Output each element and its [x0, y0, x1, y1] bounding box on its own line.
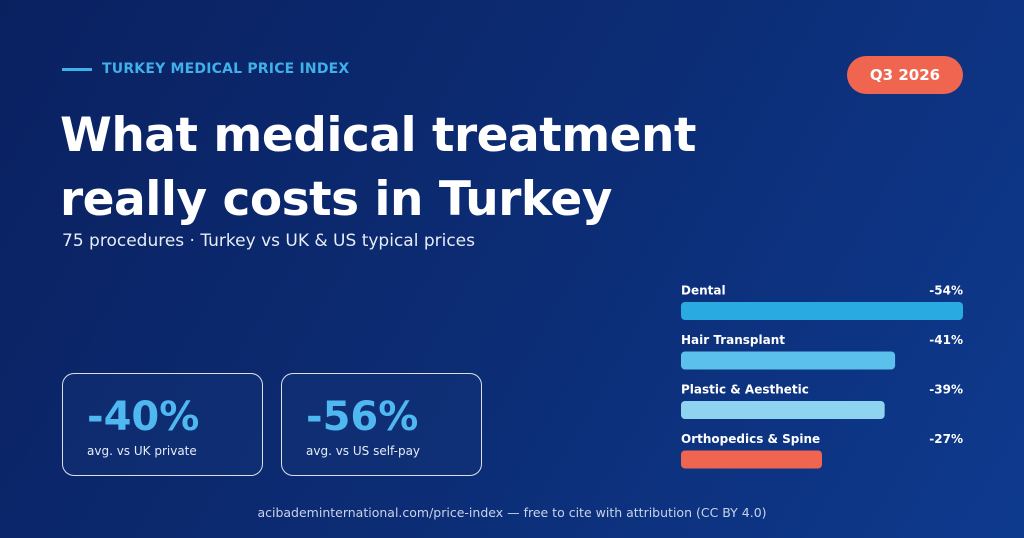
- stat-caption: avg. vs UK private: [87, 444, 197, 458]
- subtitle: 75 procedures · Turkey vs UK & US typica…: [62, 231, 475, 251]
- category-label: Orthopedics & Spine: [681, 432, 820, 446]
- stat-value: -56%: [306, 394, 419, 440]
- bar: [681, 302, 963, 320]
- value-label: -27%: [929, 432, 963, 446]
- value-label: -39%: [929, 383, 963, 397]
- bar: [681, 401, 885, 419]
- title: What medical treatment really costs in T…: [60, 104, 696, 232]
- title-line: What medical treatment: [60, 108, 696, 163]
- eyebrow-rule: [62, 68, 92, 71]
- category-label: Hair Transplant: [681, 333, 785, 347]
- title-line: really costs in Turkey: [60, 172, 612, 227]
- category-label: Dental: [681, 284, 726, 298]
- stat-caption: avg. vs US self-pay: [306, 444, 421, 458]
- value-label: -54%: [929, 284, 963, 298]
- category-label: Plastic & Aesthetic: [681, 383, 809, 397]
- stat-value: -40%: [87, 394, 200, 440]
- bar: [681, 351, 896, 370]
- footer: acibademinternational.com/price-index — …: [257, 505, 767, 520]
- stat-card: -56% avg. vs US self-pay: [281, 373, 482, 476]
- value-label: -41%: [929, 333, 963, 347]
- eyebrow: TURKEY MEDICAL PRICE INDEX: [102, 61, 350, 77]
- badge: Q3 2026: [847, 56, 963, 94]
- bar: [681, 450, 822, 469]
- stat-card: -40% avg. vs UK private: [62, 373, 263, 476]
